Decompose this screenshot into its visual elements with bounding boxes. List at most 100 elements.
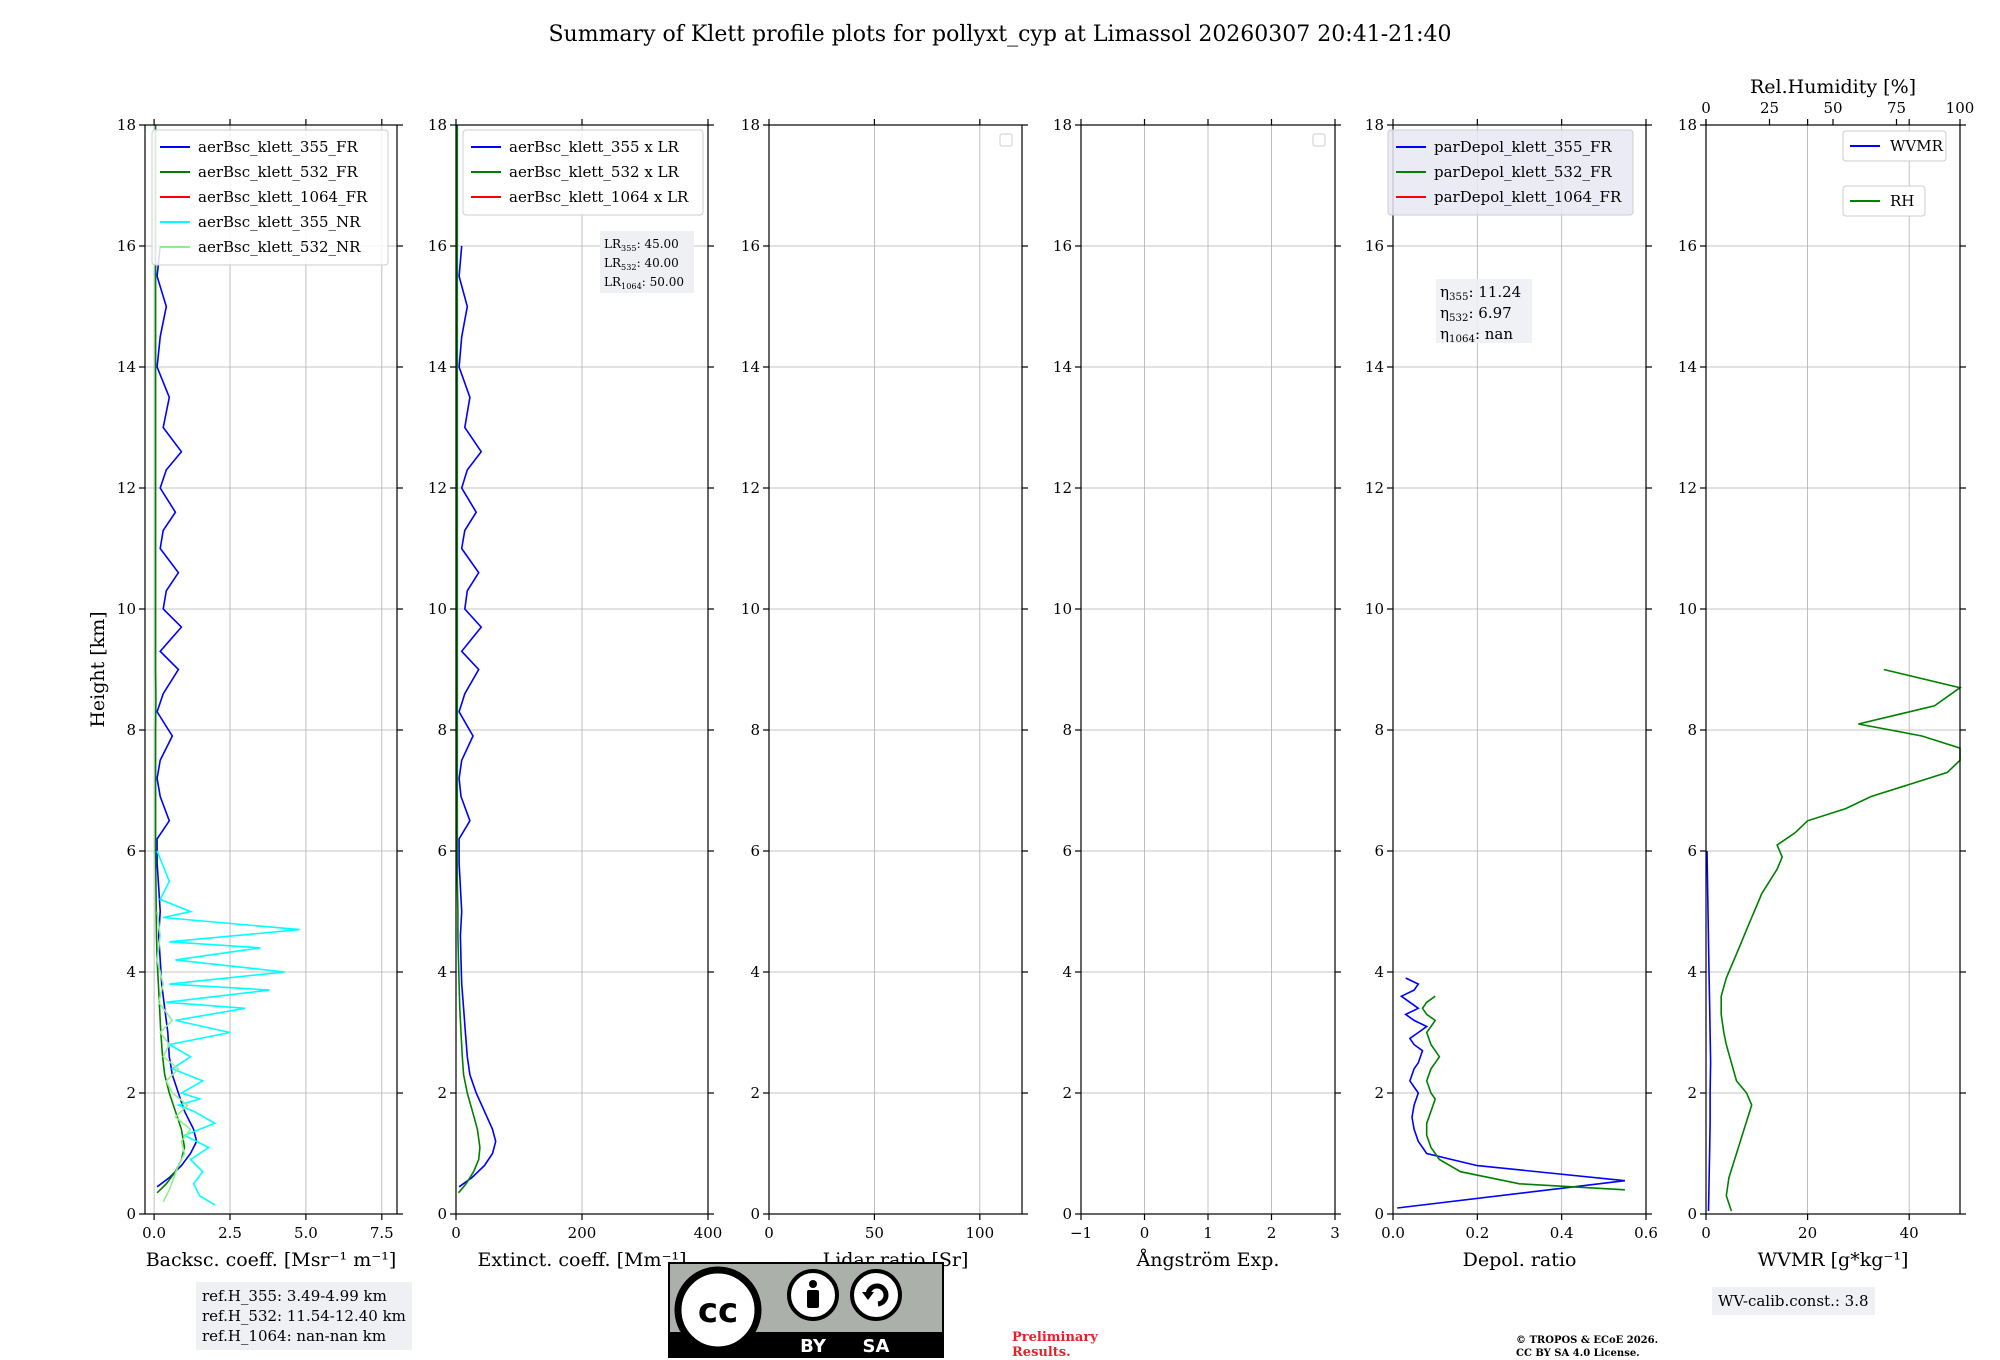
y-tick-label: 14: [428, 358, 447, 376]
y-tick-label: 14: [1678, 358, 1697, 376]
cc-by-label: BY: [800, 1336, 827, 1357]
y-tick-label: 2: [1687, 1084, 1697, 1102]
legend-label: WVMR: [1890, 137, 1944, 155]
y-tick-label: 4: [1062, 963, 1072, 981]
cc-by-sa-badge: cc BY SA: [668, 1262, 944, 1358]
y-tick-label: 12: [1365, 479, 1384, 497]
y-tick-label: 0: [750, 1205, 760, 1223]
legend-label: aerBsc_klett_355_NR: [198, 213, 361, 231]
y-tick-label: 10: [117, 600, 136, 618]
legend-label: parDepol_klett_532_FR: [1434, 163, 1612, 181]
top-x-tick-label: 25: [1760, 99, 1779, 117]
legend-label: aerBsc_klett_532_FR: [198, 163, 358, 181]
y-tick-label: 10: [428, 600, 447, 618]
x-tick-label: 400: [694, 1224, 723, 1242]
x-tick-label: 1: [1203, 1224, 1213, 1242]
legend-label: aerBsc_klett_355_FR: [198, 138, 358, 156]
y-tick-label: 6: [1062, 842, 1072, 860]
series-line-parDepol_klett_355_FR: [1397, 977, 1625, 1209]
empty-legend: [1312, 133, 1326, 147]
x-tick-label: 0.2: [1465, 1224, 1489, 1242]
x-tick-label: 50: [865, 1224, 884, 1242]
y-tick-label: 18: [741, 116, 760, 134]
y-tick-label: 16: [428, 237, 447, 255]
cc-logo-text: cc: [698, 1291, 738, 1331]
legend-label: aerBsc_klett_1064 x LR: [509, 188, 689, 206]
y-tick-label: 4: [1374, 963, 1384, 981]
y-tick-label: 18: [117, 116, 136, 134]
y-tick-label: 14: [1365, 358, 1384, 376]
y-tick-label: 4: [437, 963, 447, 981]
copyright-line-2: CC BY SA 4.0 License.: [1516, 1348, 1640, 1359]
y-tick-label: 14: [741, 358, 760, 376]
chart-panel-extinction: 0 2 4 6 8 10 12 14 16 18 0 200 400 Extinct. coeff. [M…: [428, 116, 722, 1271]
x-tick-label: 3: [1330, 1224, 1340, 1242]
y-tick-label: 16: [117, 237, 136, 255]
y-tick-label: 12: [1678, 479, 1697, 497]
x-tick-label: 0.0: [142, 1224, 166, 1242]
x-tick-label: 0: [1140, 1224, 1150, 1242]
y-tick-label: 0: [1374, 1205, 1384, 1223]
y-tick-label: 10: [1365, 600, 1384, 618]
y-tick-label: 18: [1053, 116, 1072, 134]
y-tick-label: 0: [437, 1205, 447, 1223]
x-tick-label: 7.5: [370, 1224, 394, 1242]
preliminary-note: Preliminary Results.: [1012, 1330, 1098, 1360]
legend-box: [1842, 130, 1947, 162]
legend-box: [462, 129, 704, 216]
lr-annotation: LR532: 40.00: [604, 256, 679, 272]
y-tick-label: 6: [750, 842, 760, 860]
y-tick-label: 2: [126, 1084, 136, 1102]
x-tick-label: 40: [1900, 1224, 1919, 1242]
y-tick-label: 2: [1062, 1084, 1072, 1102]
series-line-aerBsc_klett_355_FR: [156, 245, 198, 1188]
top-x-tick-label: 100: [1946, 99, 1975, 117]
x-tick-label: 100: [966, 1224, 995, 1242]
y-tick-label: 2: [750, 1084, 760, 1102]
x-axis-label: Extinct. coeff. [Mm⁻¹]: [477, 1249, 686, 1271]
y-tick-label: 8: [1687, 721, 1697, 739]
y-tick-label: 0: [126, 1205, 136, 1223]
y-tick-label: 12: [117, 479, 136, 497]
x-tick-label: 0.6: [1634, 1224, 1658, 1242]
eta-annotation-box: [1436, 279, 1532, 343]
x-tick-label: 0: [764, 1224, 774, 1242]
series-line-aerBsc_klett_532_NR: [156, 911, 192, 1203]
y-tick-label: 14: [1053, 358, 1072, 376]
y-axis-label: Height [km]: [87, 611, 109, 727]
x-tick-label: 0.4: [1550, 1224, 1574, 1242]
x-axis-label: Backsc. coeff. [Msr⁻¹ m⁻¹]: [146, 1249, 397, 1271]
y-tick-label: 8: [1374, 721, 1384, 739]
legend-label: aerBsc_klett_532_NR: [198, 238, 361, 256]
ref-height-532: ref.H_532: 11.54-12.40 km: [202, 1307, 406, 1325]
copyright-line-1: © TROPOS & ECoE 2026.: [1516, 1335, 1659, 1346]
y-tick-label: 6: [437, 842, 447, 860]
ref-height-1064: ref.H_1064: nan-nan km: [202, 1327, 387, 1345]
y-tick-label: 10: [741, 600, 760, 618]
y-tick-label: 14: [117, 358, 136, 376]
y-tick-label: 10: [1053, 600, 1072, 618]
top-x-axis-label: Rel.Humidity [%]: [1750, 76, 1916, 98]
y-tick-label: 6: [126, 842, 136, 860]
ref-height-355: ref.H_355: 3.49-4.99 km: [202, 1287, 387, 1305]
cc-sa-label: SA: [863, 1336, 890, 1357]
lr-annotation: LR1064: 50.00: [604, 275, 684, 291]
wv-calib-box: WV-calib.const.: 3.8: [1712, 1287, 1875, 1315]
x-axis-label: Ångström Exp.: [1136, 1249, 1280, 1271]
y-tick-label: 12: [1053, 479, 1072, 497]
preliminary-line-1: Preliminary: [1012, 1330, 1098, 1345]
x-tick-label: 0: [451, 1224, 461, 1242]
y-tick-label: 8: [750, 721, 760, 739]
x-tick-label: 2.5: [218, 1224, 242, 1242]
legend-box: [1387, 129, 1634, 216]
y-tick-label: 4: [1687, 963, 1697, 981]
legend-label: parDepol_klett_355_FR: [1434, 138, 1612, 156]
y-tick-label: 2: [437, 1084, 447, 1102]
lr-annotation-box: [600, 231, 694, 293]
y-tick-label: 18: [428, 116, 447, 134]
series-line-parDepol_klett_532_FR: [1421, 995, 1625, 1191]
